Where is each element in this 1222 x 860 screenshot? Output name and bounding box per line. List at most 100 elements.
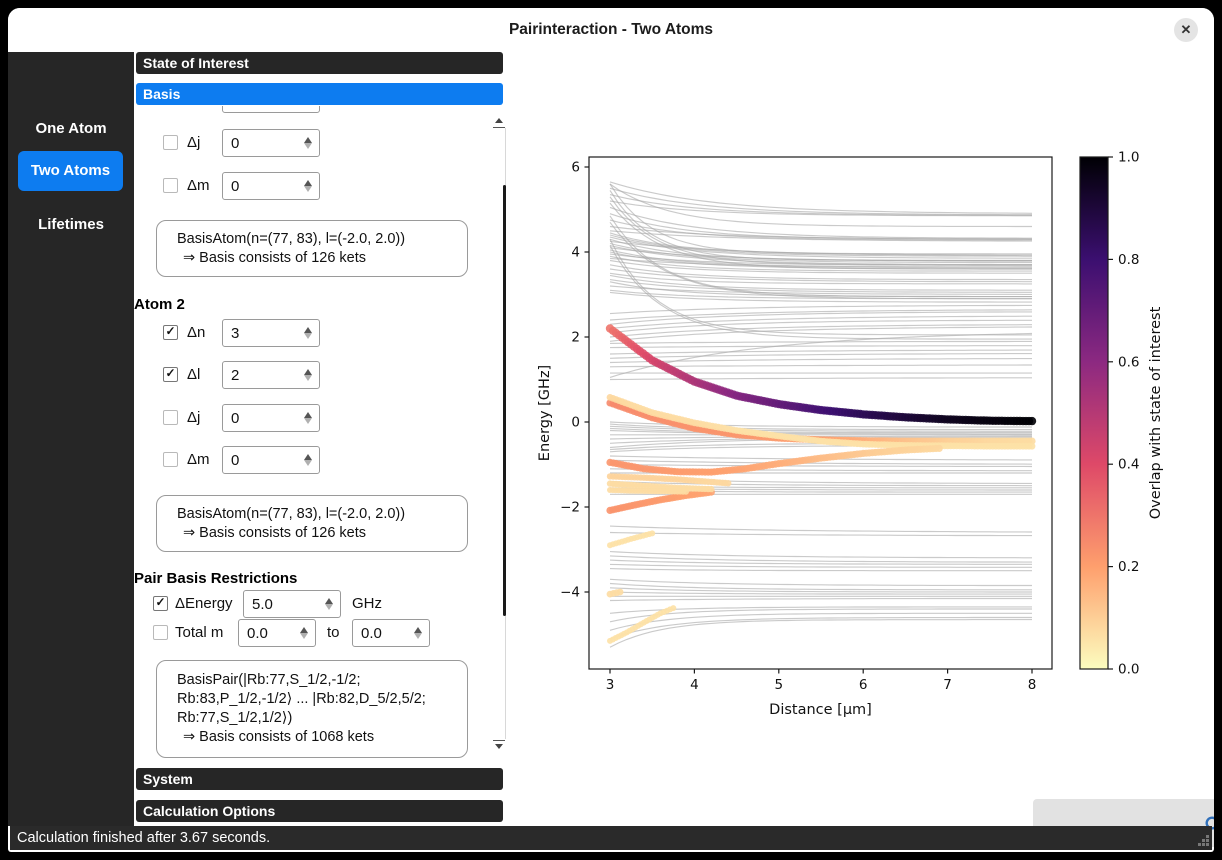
atom2-heading: Atom 2 <box>134 296 185 313</box>
spinbox-value: 2 <box>231 367 240 384</box>
spinbox-atom2-dl[interactable]: 2 <box>222 361 320 389</box>
checkbox-atom1-dj[interactable] <box>163 135 178 150</box>
spinbox-value: 3 <box>231 325 240 342</box>
svg-text:2: 2 <box>571 330 580 346</box>
sidebar-item-lifetimes[interactable]: Lifetimes <box>38 216 104 233</box>
overlap-colored-series <box>605 324 1037 644</box>
scrollbar-up-button[interactable] <box>492 115 506 128</box>
section-header-calculation-options[interactable]: Calculation Options <box>136 800 503 822</box>
checkbox-atom2-dm[interactable] <box>163 452 178 467</box>
atom2-row-dn: ✓ Δn 3 <box>134 319 474 347</box>
atom2-basis-summary: BasisAtom(n=(77, 83), l=(-2.0, 2.0)) ⇒ B… <box>156 495 468 552</box>
spin-down-icon[interactable] <box>304 375 312 381</box>
pair-basis-heading: Pair Basis Restrictions <box>134 570 298 587</box>
spin-up-icon[interactable] <box>304 327 312 333</box>
plot-area: 3 4 5 6 7 8 6 4 2 0 −2 −4 Distance [μm] Energy [GHz] 1… <box>508 52 1214 847</box>
refresh-icon <box>1205 816 1214 830</box>
svg-text:8: 8 <box>1028 677 1037 693</box>
label-atom1-dj: Δj <box>187 134 201 151</box>
svg-text:6: 6 <box>859 677 868 693</box>
resize-grip[interactable] <box>1197 834 1210 847</box>
label-to: to <box>327 624 340 641</box>
spin-up-icon[interactable] <box>304 369 312 375</box>
spinbox-total-m-to[interactable]: 0.0 <box>352 619 430 647</box>
spin-down-icon[interactable] <box>325 604 333 610</box>
svg-text:4: 4 <box>690 677 699 693</box>
close-icon: ✕ <box>1180 22 1192 37</box>
checkbox-atom2-dl[interactable]: ✓ <box>163 367 178 382</box>
spinbox-total-m-from[interactable]: 0.0 <box>238 619 316 647</box>
label-atom2-dj: Δj <box>187 409 201 426</box>
scrollbar-down-button[interactable] <box>492 740 506 753</box>
svg-text:3: 3 <box>606 677 615 693</box>
label-total-m: Total m <box>175 624 224 641</box>
summary-line: BasisPair(|Rb:77,S_1/2,-1/2; <box>177 672 361 688</box>
spin-down-icon[interactable] <box>300 633 308 639</box>
checkbox-atom2-dj[interactable] <box>163 410 178 425</box>
section-header-state-of-interest[interactable]: State of Interest <box>136 52 503 74</box>
spinbox-atom1-dm[interactable]: 0 <box>222 172 320 200</box>
svg-text:5: 5 <box>775 677 784 693</box>
atom1-row-dj: Δj 0 <box>134 129 474 157</box>
spin-up-icon[interactable] <box>304 180 312 186</box>
spin-down-icon[interactable] <box>304 186 312 192</box>
sidebar-item-one-atom[interactable]: One Atom <box>35 120 107 137</box>
spin-up-icon[interactable] <box>300 627 308 633</box>
series-orange-band-lower <box>606 444 943 476</box>
atom1-row-dm: Δm 0 <box>134 172 474 200</box>
spinbox-atom2-dm[interactable]: 0 <box>222 446 320 474</box>
spinbox-atom2-dj[interactable]: 0 <box>222 404 320 432</box>
svg-text:0.8: 0.8 <box>1118 252 1139 268</box>
spin-up-icon[interactable] <box>304 137 312 143</box>
series-yellow-arc-mid <box>607 530 656 549</box>
spinbox-delta-energy[interactable]: 5.0 <box>243 590 341 618</box>
window-title: Pairinteraction - Two Atoms <box>508 21 714 38</box>
atom2-row-dl: ✓ Δl 2 <box>134 361 474 389</box>
svg-text:0: 0 <box>571 415 580 431</box>
spinbox-atom1-dj[interactable]: 0 <box>222 129 320 157</box>
spin-up-icon[interactable] <box>325 598 333 604</box>
spin-down-icon[interactable] <box>304 460 312 466</box>
series-yellow-cluster-1 <box>606 473 732 487</box>
label-atom2-dn: Δn <box>187 324 206 341</box>
scrollbar-thumb[interactable] <box>503 185 506 616</box>
svg-text:0.6: 0.6 <box>1118 354 1139 370</box>
spinbox-value: 0 <box>231 178 240 195</box>
section-header-system[interactable]: System <box>136 768 503 790</box>
checkbox-total-m[interactable] <box>153 625 168 640</box>
x-axis-label: Distance [μm] <box>769 702 872 718</box>
spinbox-value: 0.0 <box>361 625 382 642</box>
label-ghz-unit: GHz <box>352 595 382 612</box>
section-header-basis[interactable]: Basis <box>136 83 503 105</box>
status-bar: Calculation finished after 3.67 seconds. <box>10 826 1212 850</box>
summary-line: ⇒ Basis consists of 1068 kets <box>183 729 375 745</box>
checkbox-delta-energy[interactable]: ✓ <box>153 596 168 611</box>
title-bar[interactable]: Pairinteraction - Two Atoms ✕ <box>8 8 1214 53</box>
colorbar-label: Overlap with state of interest <box>1148 306 1164 519</box>
checkbox-atom2-dn[interactable]: ✓ <box>163 325 178 340</box>
spinbox-clipped[interactable] <box>222 106 320 113</box>
pair-potential-plot-canvas[interactable]: 3 4 5 6 7 8 6 4 2 0 −2 −4 Distance [μm] Energy [GHz] 1… <box>508 52 1214 826</box>
spinbox-value: 0 <box>231 452 240 469</box>
spin-up-icon[interactable] <box>414 627 422 633</box>
series-state-of-interest-curve <box>605 324 1037 426</box>
spin-down-icon[interactable] <box>304 143 312 149</box>
series-yellow-arc-bottom <box>607 605 677 644</box>
status-message: Calculation finished after 3.67 seconds. <box>17 830 271 846</box>
atom1-basis-summary: BasisAtom(n=(77, 83), l=(-2.0, 2.0)) ⇒ B… <box>156 220 468 277</box>
sidebar: One Atom Two Atoms Lifetimes <box>8 52 134 826</box>
svg-text:−2: −2 <box>560 500 580 516</box>
y-axis-label: Energy [GHz] <box>537 365 553 461</box>
close-button[interactable]: ✕ <box>1174 18 1198 42</box>
spin-down-icon[interactable] <box>304 333 312 339</box>
svg-text:0.2: 0.2 <box>1118 559 1139 575</box>
spin-down-icon[interactable] <box>304 418 312 424</box>
checkbox-atom1-dm[interactable] <box>163 178 178 193</box>
spin-up-icon[interactable] <box>304 412 312 418</box>
spin-down-icon[interactable] <box>414 633 422 639</box>
sidebar-item-two-atoms[interactable]: Two Atoms <box>18 151 123 191</box>
svg-text:0.0: 0.0 <box>1118 662 1139 678</box>
app-window: Pairinteraction - Two Atoms ✕ One Atom T… <box>8 8 1214 852</box>
spinbox-atom2-dn[interactable]: 3 <box>222 319 320 347</box>
spin-up-icon[interactable] <box>304 454 312 460</box>
